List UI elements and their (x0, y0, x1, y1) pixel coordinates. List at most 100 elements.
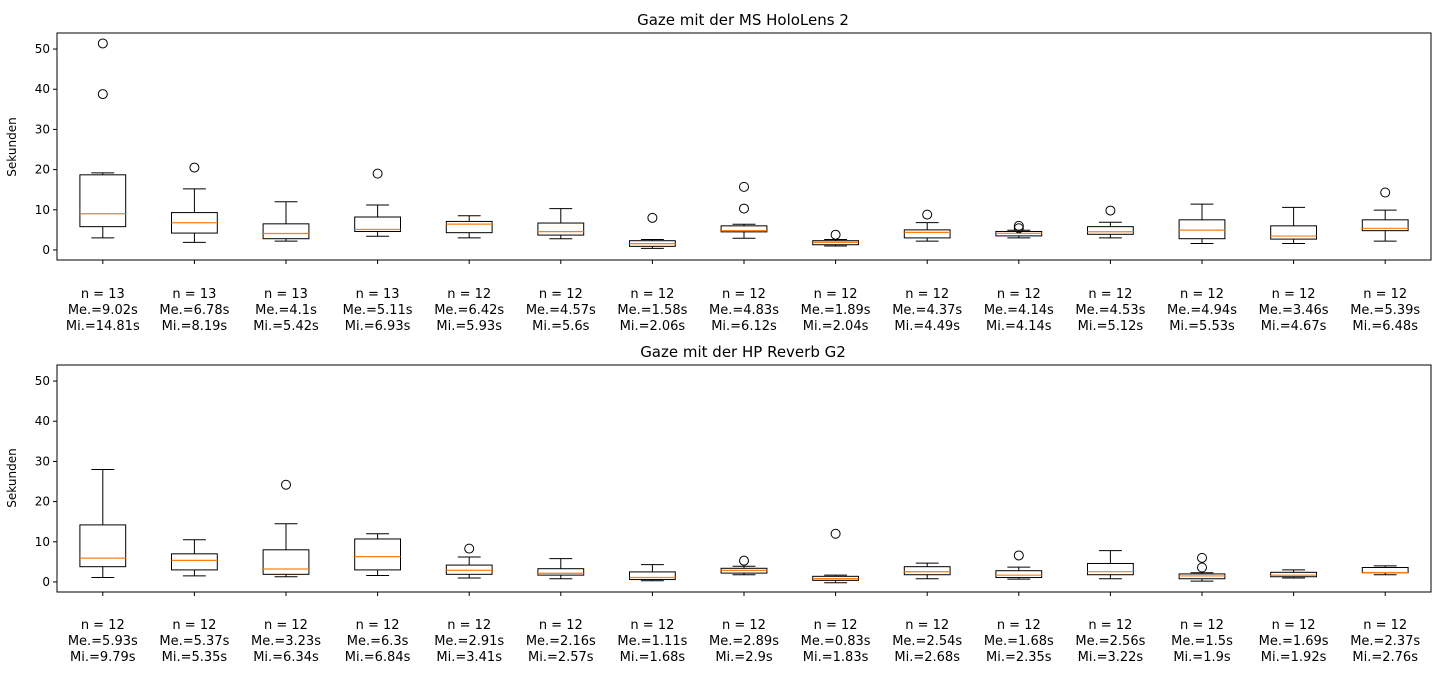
box-group (1087, 550, 1134, 580)
category-label-line: n = 12 (997, 287, 1041, 302)
box-group (812, 229, 860, 247)
category-label-line: Me.=1.69s (1259, 634, 1329, 649)
category-label-line: n = 12 (539, 287, 583, 302)
outlier-point (1105, 205, 1116, 216)
category-label-line: Me.=9.02s (68, 303, 138, 318)
outlier-point (372, 168, 383, 179)
box-group (262, 479, 310, 578)
outlier-point (830, 528, 841, 539)
category-label-line: Mi.=2.06s (620, 319, 686, 334)
box (1270, 225, 1317, 240)
outlier-point (281, 479, 291, 490)
category-label-line: Mi.=6.93s (345, 319, 411, 334)
category-label-line: Mi.=1.92s (1261, 650, 1327, 665)
category-label-line: Me.=6.78s (159, 303, 229, 318)
category-label-line: n = 12 (1088, 287, 1132, 302)
category-label-line: Mi.=5.35s (162, 650, 228, 665)
category-label-line: Mi.=1.83s (803, 650, 869, 665)
category-label-line: Mi.=4.67s (1261, 319, 1327, 334)
category-label-line: n = 12 (905, 618, 949, 633)
box-group (629, 564, 676, 582)
category-label-line: n = 12 (814, 287, 858, 302)
category-label-line: Mi.=6.34s (253, 650, 319, 665)
y-tick-label: 50 (35, 42, 50, 56)
category-label-line: Me.=2.89s (709, 634, 779, 649)
box (903, 229, 951, 239)
category-label-line: n = 12 (1180, 287, 1224, 302)
category-label-line: Me.=2.16s (526, 634, 596, 649)
box-group (1087, 205, 1134, 239)
category-label-line: Me.=4.53s (1075, 303, 1145, 318)
category-label-line: n = 12 (1272, 618, 1316, 633)
category-label-line: Me.=4.14s (984, 303, 1054, 318)
box-group (1361, 565, 1409, 576)
box (720, 225, 768, 233)
box (79, 174, 127, 228)
box (262, 549, 310, 575)
category-label-line: n = 12 (722, 618, 766, 633)
box-group (262, 201, 310, 242)
category-label-line: Mi.=4.14s (986, 319, 1052, 334)
box (354, 216, 402, 232)
chart-title: Gaze mit der HP Reverb G2 (640, 343, 846, 361)
outlier-point (97, 89, 108, 100)
box-group (354, 533, 402, 577)
outlier-point (830, 229, 841, 240)
category-label-line: n = 12 (447, 618, 491, 633)
y-tick-label: 0 (42, 243, 50, 257)
box (1087, 226, 1134, 235)
category-label-line: Me.=4.94s (1167, 303, 1237, 318)
box-group (354, 168, 402, 237)
category-label-line: n = 13 (356, 287, 400, 302)
category-label-line: n = 12 (1363, 287, 1407, 302)
y-axis-label: Sekunden (5, 117, 19, 176)
category-label-line: Mi.=6.48s (1352, 319, 1418, 334)
category-label-line: n = 12 (1363, 618, 1407, 633)
outlier-point (1013, 550, 1024, 561)
category-label-line: Mi.=5.42s (253, 319, 319, 334)
outlier-point (1197, 562, 1207, 573)
category-label-line: n = 12 (81, 618, 125, 633)
category-label-line: Me.=1.58s (617, 303, 687, 318)
box-group (171, 539, 218, 577)
outlier-point (464, 543, 475, 554)
category-label-line: Me.=5.39s (1350, 303, 1420, 318)
box-group (1270, 569, 1317, 579)
category-label-line: Me.=4.83s (709, 303, 779, 318)
y-axis-ticks: 0 10 20 30 40 50 (35, 42, 57, 257)
box-group (812, 528, 860, 584)
y-tick-label: 30 (35, 122, 50, 136)
category-label-line: Me.=3.23s (251, 634, 321, 649)
y-tick-label: 40 (35, 414, 50, 428)
category-label-line: Mi.=3.22s (1078, 650, 1144, 665)
box-group (1270, 206, 1317, 245)
y-tick-label: 20 (35, 495, 50, 509)
category-label-line: Mi.=8.19s (162, 319, 228, 334)
box (995, 570, 1043, 579)
category-label-line: Me.=2.56s (1075, 634, 1145, 649)
category-label-line: n = 12 (630, 618, 674, 633)
y-tick-label: 50 (35, 374, 50, 388)
y-axis-ticks: 0 10 20 30 40 50 (35, 374, 57, 589)
box-group (79, 468, 127, 579)
category-label-line: Me.=4.57s (526, 303, 596, 318)
category-label-line: Mi.=5.93s (436, 319, 502, 334)
boxplot-marks (79, 468, 1409, 584)
category-label-line: n = 12 (1272, 287, 1316, 302)
category-label-line: n = 13 (172, 287, 216, 302)
category-label-line: Me.=5.93s (68, 634, 138, 649)
panel-hololens: Gaze mit der MS HoloLens 2 Sekunden 0 10 2… (5, 11, 1432, 334)
y-tick-label: 20 (35, 163, 50, 177)
box-group (995, 550, 1043, 580)
category-label-line: n = 12 (814, 618, 858, 633)
category-label-line: Mi.=2.68s (894, 650, 960, 665)
category-label-line: Mi.=5.12s (1078, 319, 1144, 334)
box (1361, 219, 1409, 232)
category-label-line: Me.=4.1s (255, 303, 317, 318)
box-group (537, 558, 585, 580)
category-label-line: n = 12 (1180, 618, 1224, 633)
box-group (79, 38, 127, 239)
outlier-point (97, 38, 108, 49)
box-group (1361, 187, 1409, 242)
category-label-line: n = 12 (1088, 618, 1132, 633)
